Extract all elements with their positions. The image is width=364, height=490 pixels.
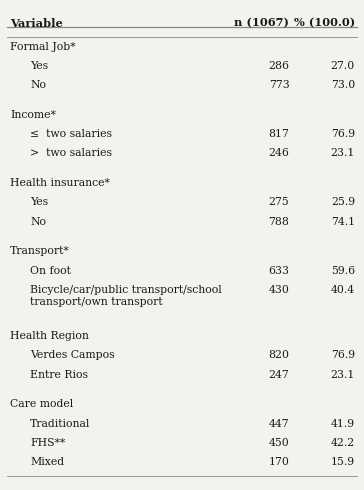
Text: >  two salaries: > two salaries: [30, 148, 112, 158]
Text: 41.9: 41.9: [331, 418, 355, 429]
Text: Bicycle/car/public transport/school
transport/own transport: Bicycle/car/public transport/school tran…: [30, 285, 222, 307]
Text: Entre Rios: Entre Rios: [30, 369, 88, 380]
Text: Mixed: Mixed: [30, 457, 64, 467]
Text: Yes: Yes: [30, 197, 48, 207]
Text: % (100.0): % (100.0): [294, 18, 355, 28]
Text: 246: 246: [269, 148, 289, 158]
Text: 430: 430: [269, 285, 289, 295]
Text: 74.1: 74.1: [331, 217, 355, 227]
Text: 25.9: 25.9: [331, 197, 355, 207]
Text: No: No: [30, 217, 46, 227]
Text: Yes: Yes: [30, 61, 48, 71]
Text: 15.9: 15.9: [331, 457, 355, 467]
Text: 42.2: 42.2: [331, 438, 355, 448]
Text: Traditional: Traditional: [30, 418, 91, 429]
Text: 23.1: 23.1: [331, 369, 355, 380]
Text: n (1067): n (1067): [234, 18, 289, 28]
Text: 59.6: 59.6: [331, 266, 355, 276]
Text: 817: 817: [269, 129, 289, 139]
Text: No: No: [30, 80, 46, 90]
Text: 773: 773: [269, 80, 289, 90]
Text: Transport*: Transport*: [10, 246, 70, 256]
Text: 820: 820: [268, 350, 289, 360]
Text: 27.0: 27.0: [331, 61, 355, 71]
Text: 447: 447: [269, 418, 289, 429]
Text: 286: 286: [268, 61, 289, 71]
Text: On foot: On foot: [30, 266, 71, 276]
Text: Health insurance*: Health insurance*: [10, 178, 110, 188]
Text: Formal Job*: Formal Job*: [10, 42, 76, 51]
Text: Health Region: Health Region: [10, 331, 89, 341]
Text: 450: 450: [269, 438, 289, 448]
Text: 76.9: 76.9: [331, 129, 355, 139]
Text: 73.0: 73.0: [331, 80, 355, 90]
Text: 170: 170: [269, 457, 289, 467]
Text: Care model: Care model: [10, 399, 74, 409]
Text: 633: 633: [268, 266, 289, 276]
Text: ≤  two salaries: ≤ two salaries: [30, 129, 112, 139]
Text: Income*: Income*: [10, 110, 56, 120]
Text: 76.9: 76.9: [331, 350, 355, 360]
Text: 23.1: 23.1: [331, 148, 355, 158]
Text: 40.4: 40.4: [331, 285, 355, 295]
Text: 788: 788: [269, 217, 289, 227]
Text: 275: 275: [269, 197, 289, 207]
Text: Verdes Campos: Verdes Campos: [30, 350, 115, 360]
Text: 247: 247: [269, 369, 289, 380]
Text: Variable: Variable: [10, 18, 63, 28]
Text: FHS**: FHS**: [30, 438, 66, 448]
